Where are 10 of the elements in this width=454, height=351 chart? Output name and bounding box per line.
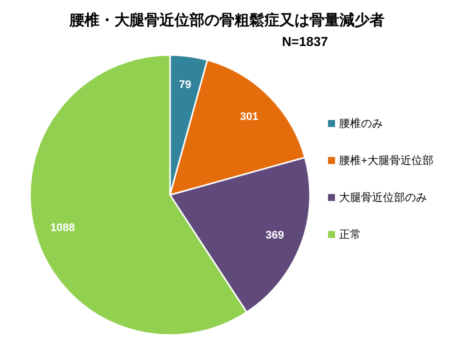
legend-label: 大腿骨近位部のみ [339, 191, 427, 204]
data-label: 369 [266, 229, 284, 242]
data-label: 79 [178, 79, 192, 92]
chart-subtitle: N=1837 [282, 34, 328, 49]
legend-label: 腰椎のみ [339, 117, 383, 130]
legend-label: 正常 [339, 228, 361, 241]
legend-label: 腰椎+大腿骨近位部 [339, 154, 434, 167]
chart-title: 腰椎・大腿骨近位部の骨粗鬆症又は骨量減少者 [68, 11, 384, 29]
data-label: 1088 [50, 222, 75, 234]
data-label: 301 [240, 110, 258, 123]
